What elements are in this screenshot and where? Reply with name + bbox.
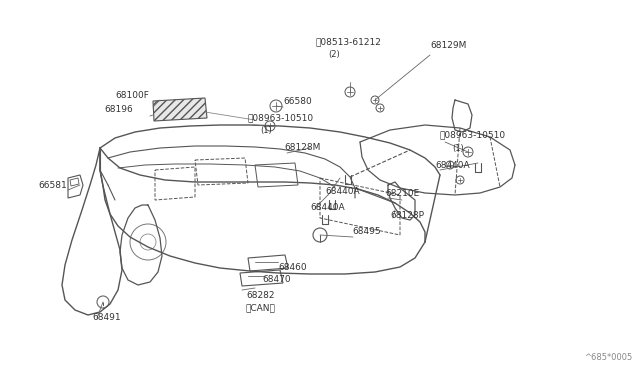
Text: 66580: 66580: [283, 97, 312, 106]
Text: 68196: 68196: [104, 106, 132, 115]
Text: 68460: 68460: [278, 263, 307, 272]
Text: 68440A: 68440A: [310, 203, 344, 212]
Text: (1): (1): [452, 144, 464, 153]
Text: Ⓝ08513-61212: Ⓝ08513-61212: [315, 38, 381, 46]
Polygon shape: [153, 98, 207, 121]
Text: Ⓞ08963-10510: Ⓞ08963-10510: [248, 113, 314, 122]
Text: 〈CAN〉: 〈CAN〉: [246, 304, 276, 312]
Text: (1): (1): [260, 125, 272, 135]
Text: 68440A: 68440A: [325, 187, 360, 196]
Text: ^685*0005: ^685*0005: [584, 353, 632, 362]
Text: (2): (2): [328, 49, 340, 58]
Text: 68128P: 68128P: [390, 211, 424, 219]
Text: 68129M: 68129M: [430, 42, 467, 51]
Text: 68282: 68282: [246, 292, 275, 301]
Text: 68495: 68495: [352, 228, 381, 237]
Text: 68128M: 68128M: [284, 144, 321, 153]
Text: Ⓞ08963-10510: Ⓞ08963-10510: [440, 131, 506, 140]
Text: 68440A: 68440A: [435, 160, 470, 170]
Text: 66581: 66581: [38, 182, 67, 190]
Text: 68100F: 68100F: [115, 92, 149, 100]
Text: 68470: 68470: [262, 276, 291, 285]
Text: 68491: 68491: [92, 314, 120, 323]
Text: 68210E: 68210E: [385, 189, 419, 198]
